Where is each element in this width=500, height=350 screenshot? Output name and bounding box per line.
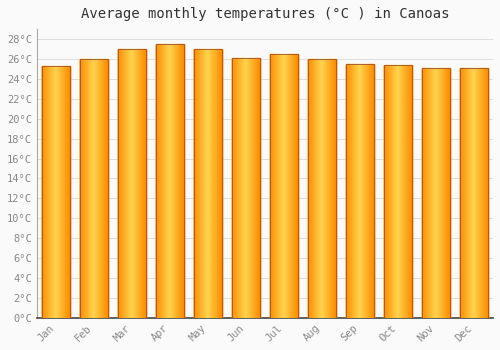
Bar <box>384 65 412 318</box>
Bar <box>232 58 260 318</box>
Bar <box>194 49 222 318</box>
Bar <box>270 54 298 318</box>
Bar <box>118 49 146 318</box>
Bar <box>308 59 336 318</box>
Bar <box>156 44 184 318</box>
Bar <box>346 64 374 318</box>
Bar <box>460 68 488 318</box>
Title: Average monthly temperatures (°C ) in Canoas: Average monthly temperatures (°C ) in Ca… <box>80 7 449 21</box>
Bar <box>422 68 450 318</box>
Bar <box>80 59 108 318</box>
Bar <box>42 66 70 318</box>
